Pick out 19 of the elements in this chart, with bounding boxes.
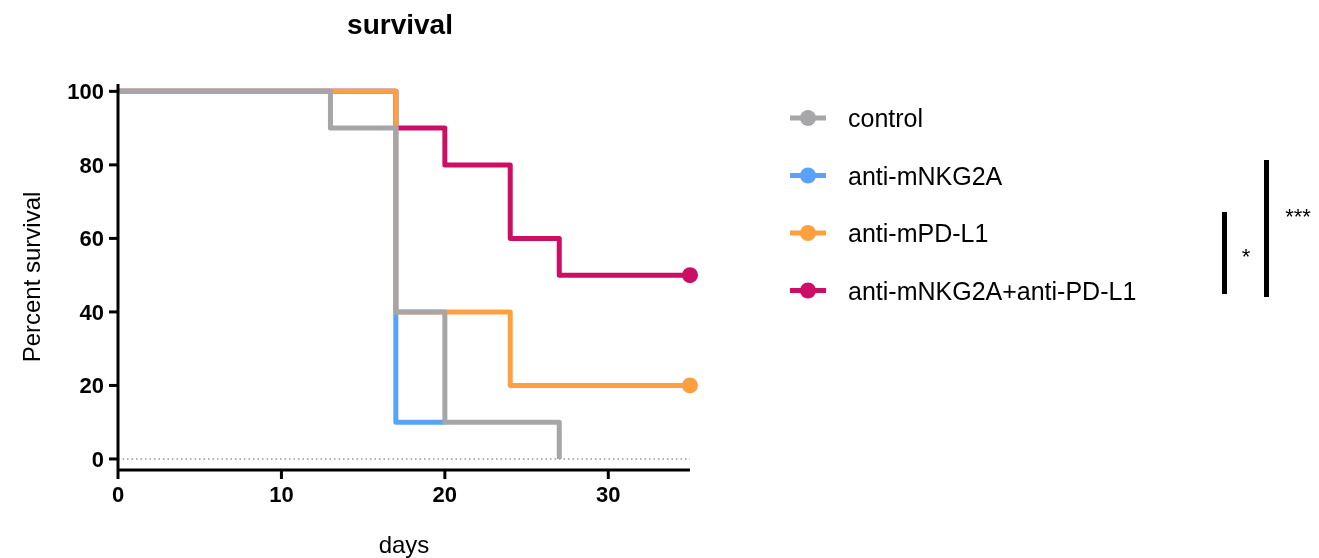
x-tick-label: 20	[432, 482, 458, 507]
y-tick-label: 100	[67, 79, 104, 105]
legend-label: control	[848, 104, 924, 132]
legend-label: anti-mNKG2A	[848, 161, 1003, 190]
y-tick-label: 0	[91, 446, 104, 472]
y-tick-label: 40	[79, 299, 104, 325]
y-axis-title: Percent survival	[18, 191, 45, 363]
chart-title: survival	[347, 9, 453, 40]
text: *	[1241, 244, 1251, 269]
text: ***	[1285, 204, 1312, 229]
x-tick-label: 0	[111, 482, 125, 507]
y-tick-label: 20	[79, 373, 104, 399]
y-tick-label: 80	[79, 152, 104, 178]
legend-label: anti-mNKG2A+anti-PD-L1	[848, 276, 1137, 305]
x-tick-label: 30	[596, 482, 621, 507]
y-tick-label: 60	[79, 226, 104, 252]
x-tick-label: 10	[269, 482, 294, 507]
x-axis-title: days	[378, 531, 430, 558]
legend-label: anti-mPD-L1	[848, 219, 989, 247]
